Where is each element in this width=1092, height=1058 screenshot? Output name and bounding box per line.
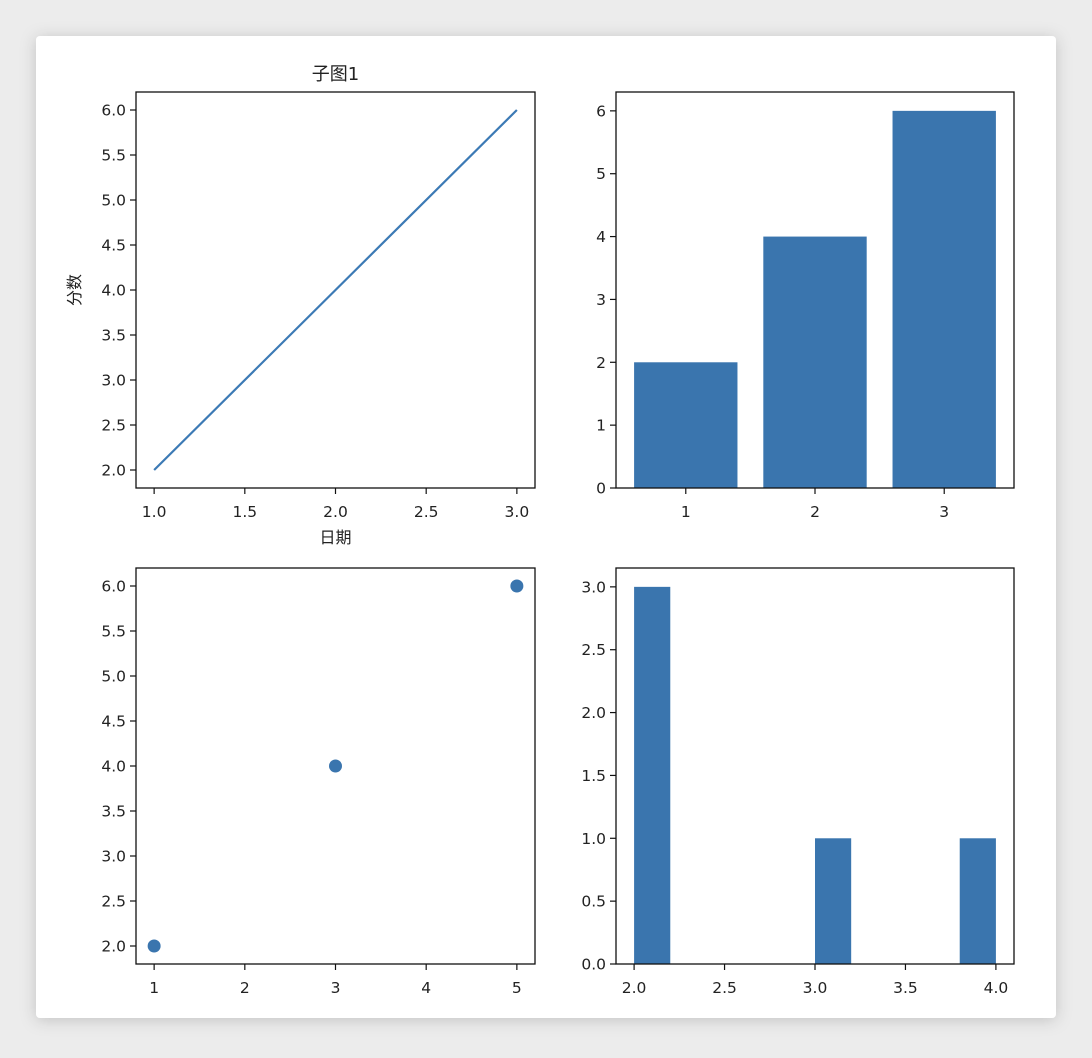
- x-axis-label: 日期: [319, 528, 351, 547]
- bar: [634, 362, 738, 488]
- y-tick-label: 4.0: [101, 758, 126, 776]
- bar: [763, 236, 867, 488]
- y-tick-label: 3.5: [101, 327, 126, 345]
- y-tick-label: 6.0: [101, 578, 126, 596]
- x-tick-label: 2.0: [323, 503, 348, 521]
- scatter-point: [329, 759, 342, 773]
- y-tick-label: 3.0: [581, 578, 606, 596]
- y-axis-label: 分数: [65, 274, 84, 306]
- x-tick-label: 1.0: [142, 503, 167, 521]
- subplot-3: 1 2 3 4 5 2.0 2.5 3.0 3.5 4.0 4.5 5.0 5.5 6.0: [101, 567, 536, 997]
- y-tick-label: 0.0: [581, 956, 606, 974]
- histogram-bar: [815, 838, 852, 964]
- x-tick-label: 1.5: [232, 503, 257, 521]
- x-tick-label: 4: [421, 979, 431, 997]
- x-tick-label: 4.0: [984, 979, 1009, 997]
- y-tick-label: 2: [596, 354, 606, 372]
- y-tick-label: 5.0: [101, 192, 126, 210]
- subplot-1: 1.0 1.5 2.0 2.5 3.0 2.0 2.5 3.0 3.5 4.0 4.5 5.0 5.5 6…: [65, 64, 536, 547]
- y-tick-label: 2.5: [101, 417, 126, 435]
- y-tick-label: 5.0: [101, 668, 126, 686]
- y-tick-label: 5.5: [101, 147, 126, 165]
- y-tick-label: 4.5: [101, 713, 126, 731]
- y-tick-label: 2.0: [101, 462, 126, 480]
- x-tick-label: 2: [810, 503, 820, 521]
- y-tick-label: 2.5: [101, 893, 126, 911]
- bar: [892, 110, 996, 488]
- y-tick-label: 4: [596, 228, 606, 246]
- y-tick-label: 3.0: [101, 848, 126, 866]
- scatter-point: [510, 579, 524, 593]
- y-tick-label: 1.0: [581, 830, 606, 848]
- subplot-2: 1 2 3 0 1 2 3 4 5 6: [596, 91, 1015, 521]
- y-tick-label: 3: [596, 291, 606, 309]
- y-tick-label: 4.0: [101, 282, 126, 300]
- x-tick-label: 3.0: [803, 979, 828, 997]
- x-tick-label: 2: [240, 979, 250, 997]
- y-tick-label: 6: [596, 102, 606, 120]
- x-tick-label: 5: [512, 979, 522, 997]
- y-tick-label: 2.0: [101, 938, 126, 956]
- y-tick-label: 2.5: [581, 641, 606, 659]
- scatter-point: [147, 939, 161, 953]
- y-tick-label: 0.5: [581, 893, 606, 911]
- y-tick-label: 5.5: [101, 623, 126, 641]
- y-tick-label: 1: [596, 417, 606, 435]
- x-tick-label: 1: [681, 503, 691, 521]
- x-tick-label: 2.5: [414, 503, 439, 521]
- x-tick-label: 2.5: [712, 979, 737, 997]
- x-tick-label: 3: [331, 979, 341, 997]
- y-tick-label: 6.0: [101, 102, 126, 120]
- line-series: [153, 109, 518, 471]
- x-tick-label: 2.0: [622, 979, 647, 997]
- y-tick-label: 2.0: [581, 704, 606, 722]
- y-tick-label: 0: [596, 480, 606, 498]
- subplot-title: 子图1: [312, 64, 359, 85]
- y-tick-label: 5: [596, 165, 606, 183]
- y-tick-label: 3.5: [101, 803, 126, 821]
- subplot-4: 2.0 2.5 3.0 3.5 4.0 0.0 0.5 1.0 1.5 2.0 2.5 3.0: [581, 567, 1015, 997]
- y-tick-label: 3.0: [101, 372, 126, 390]
- x-tick-label: 3.0: [505, 503, 530, 521]
- y-tick-label: 4.5: [101, 237, 126, 255]
- x-tick-label: 3: [939, 503, 949, 521]
- histogram-bar: [959, 838, 996, 964]
- y-tick-label: 1.5: [581, 767, 606, 785]
- x-tick-label: 3.5: [893, 979, 918, 997]
- histogram-bar: [634, 586, 671, 964]
- x-tick-label: 1: [149, 979, 159, 997]
